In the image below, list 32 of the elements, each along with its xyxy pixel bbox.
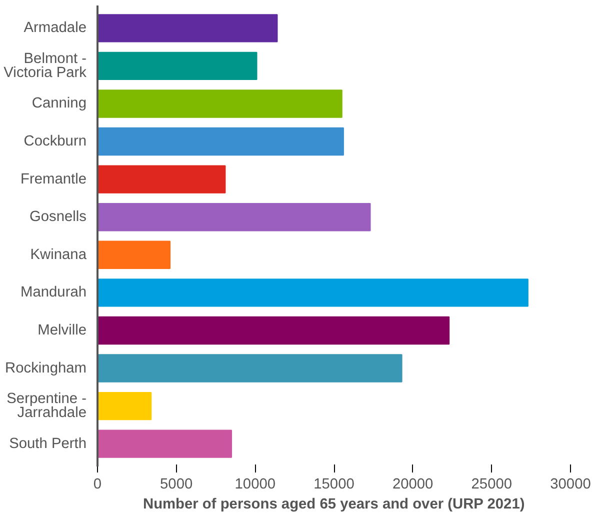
bar (98, 240, 171, 269)
x-axis-title: Number of persons aged 65 years and over (URP 2021) (142, 496, 525, 512)
x-tick-label: 30000 (550, 476, 591, 492)
bar (98, 316, 450, 345)
bar (98, 278, 528, 307)
y-tick-label: Gosnells (29, 209, 87, 226)
y-tick-label: Rockingham (5, 360, 87, 376)
bar (98, 127, 344, 156)
x-tick-label: 20000 (392, 476, 434, 492)
y-tick-label: Melville (38, 322, 87, 338)
y-tick-label: Fremantle (20, 171, 87, 188)
x-tick-label: 5000 (160, 476, 193, 492)
y-tick-label: Canning (32, 96, 87, 112)
y-tick-label: Serpentine - Jarrahdale (6, 390, 87, 422)
bar (98, 392, 152, 420)
x-tick-label: 15000 (314, 476, 354, 492)
bar (98, 203, 371, 232)
bar (98, 14, 278, 42)
bar (98, 52, 258, 80)
bar (98, 165, 226, 194)
x-tick-label: 10000 (234, 476, 276, 492)
y-tick-label: Belmont - Victoria Park (4, 50, 88, 82)
bar (98, 90, 342, 118)
y-tick-label: Cockburn (24, 134, 87, 150)
bar (98, 354, 402, 382)
bar (98, 430, 232, 458)
y-tick-label: Kwinana (30, 246, 88, 263)
x-tick-label: 25000 (471, 476, 512, 492)
y-tick-label: South Perth (9, 436, 87, 452)
y-tick-label: Armadale (24, 20, 87, 36)
x-tick-label: 0 (93, 476, 102, 492)
y-tick-label: Mandurah (20, 284, 87, 301)
